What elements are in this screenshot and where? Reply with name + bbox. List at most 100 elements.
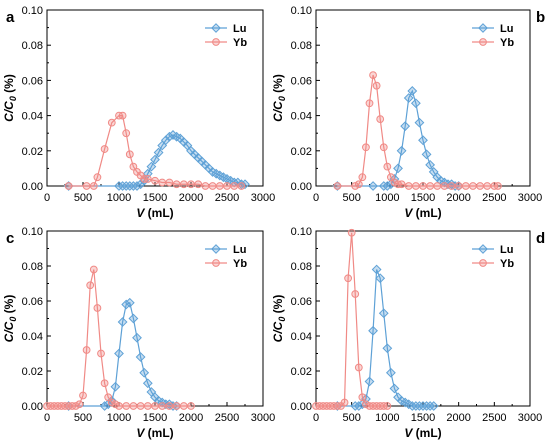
data-point-yb	[230, 182, 239, 190]
data-point-yb	[89, 182, 98, 190]
data-point-lu	[142, 378, 153, 389]
data-point-yb	[111, 400, 120, 409]
x-axis-label: V (mL)	[404, 426, 441, 440]
y-tick-label: 0.10	[291, 226, 312, 238]
y-tick-label: 0.06	[291, 296, 312, 308]
y-axis-label-main: C/C	[2, 101, 16, 122]
legend-marker-yb	[212, 38, 220, 46]
x-tick-label: 2000	[179, 192, 203, 204]
data-point-yb	[390, 178, 399, 187]
data-point-yb	[426, 182, 435, 190]
x-axis-label-unit: (mL)	[412, 426, 441, 440]
data-point-yb	[483, 182, 492, 190]
data-point-yb	[143, 175, 152, 183]
legend-marker-lu	[478, 244, 488, 254]
x-tick-label: 0	[313, 412, 319, 424]
data-point-yb	[107, 118, 116, 127]
data-point-yb	[201, 182, 210, 190]
x-tick-label: 1000	[107, 192, 131, 204]
data-point-lu	[114, 348, 124, 359]
data-point-lu	[396, 145, 407, 156]
data-point-yb	[64, 182, 73, 190]
data-point-lu	[135, 352, 146, 362]
data-point-yb	[461, 182, 470, 190]
data-point-yb	[333, 182, 342, 190]
data-point-lu	[418, 135, 428, 146]
data-point-yb	[358, 393, 367, 402]
y-axis-label-unit: (%)	[271, 295, 285, 317]
y-axis-label: C/C0 (%)	[2, 295, 18, 343]
x-axis-label-unit: (mL)	[144, 426, 173, 440]
y-axis-label-unit: (%)	[2, 74, 16, 96]
y-tick-label: 0.08	[22, 40, 43, 52]
data-point-yb	[351, 290, 360, 298]
x-tick-label: 0	[313, 192, 319, 204]
panel-label: b	[536, 9, 545, 26]
data-point-lu	[425, 159, 436, 170]
data-point-yb	[104, 393, 113, 402]
data-point-yb	[165, 178, 174, 187]
x-axis-label-variable: V	[136, 206, 145, 220]
panel-label: a	[6, 9, 15, 26]
data-point-yb	[122, 402, 131, 410]
x-tick-label: 2500	[482, 412, 506, 424]
data-point-yb	[411, 182, 420, 190]
data-point-yb	[347, 228, 356, 237]
data-point-yb	[340, 398, 349, 407]
data-point-yb	[89, 265, 98, 274]
data-point-yb	[372, 81, 381, 90]
data-point-yb	[404, 182, 413, 190]
x-tick-label: 3000	[251, 412, 275, 424]
x-axis-label-unit: (mL)	[412, 206, 441, 220]
data-point-yb	[97, 349, 105, 358]
y-axis-label-main: C/C	[271, 101, 285, 122]
y-tick-label: 0.04	[22, 111, 43, 123]
x-axis-label-unit: (mL)	[144, 206, 173, 220]
x-tick-label: 2500	[215, 412, 239, 424]
data-point-yb	[93, 304, 102, 312]
y-tick-label: 0.04	[291, 331, 312, 343]
x-tick-label: 3000	[518, 192, 542, 204]
data-point-lu	[385, 367, 396, 378]
x-tick-label: 1000	[375, 412, 399, 424]
data-point-lu	[428, 401, 439, 411]
x-tick-label: 0	[44, 412, 50, 424]
y-tick-label: 0.02	[22, 366, 43, 378]
data-point-yb	[187, 402, 195, 410]
data-point-yb	[362, 143, 370, 152]
y-tick-label: 0.00	[22, 401, 43, 413]
data-point-yb	[100, 145, 109, 153]
x-tick-label: 3000	[518, 412, 542, 424]
data-point-yb	[362, 400, 370, 409]
x-tick-label: 1500	[411, 412, 435, 424]
legend-marker-lu	[211, 244, 221, 254]
data-point-yb	[179, 180, 188, 189]
data-point-yb	[379, 143, 388, 152]
data-point-yb	[433, 182, 442, 190]
y-axis-label-subscript: 0	[8, 317, 18, 322]
data-point-yb	[354, 363, 363, 372]
y-tick-label: 0.02	[291, 146, 312, 158]
y-tick-label: 0.10	[22, 226, 43, 238]
data-point-lu	[382, 343, 393, 354]
data-point-lu	[378, 308, 389, 319]
data-point-yb	[215, 182, 224, 190]
data-point-lu	[117, 317, 128, 327]
data-point-yb	[136, 402, 145, 410]
data-point-lu	[132, 332, 142, 343]
data-point-lu	[124, 297, 135, 308]
data-point-lu	[368, 181, 378, 191]
data-point-yb	[351, 182, 360, 190]
y-tick-label: 0.00	[291, 181, 312, 193]
y-axis-label-main: C/C	[271, 321, 285, 342]
y-tick-label: 0.08	[291, 261, 312, 273]
y-axis-label-subscript: 0	[277, 317, 287, 322]
y-tick-label: 0.00	[291, 401, 312, 413]
data-point-yb	[75, 400, 84, 409]
legend-marker-lu	[211, 23, 221, 33]
data-point-yb	[107, 398, 116, 407]
data-point-lu	[160, 135, 171, 146]
data-point-lu	[146, 161, 157, 172]
data-point-lu	[364, 376, 375, 387]
